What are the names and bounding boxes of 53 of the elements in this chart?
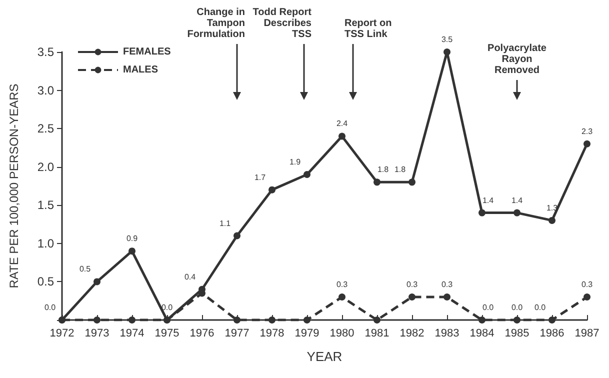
data-label: 0.3 — [441, 280, 454, 290]
x-axis-title: YEAR — [306, 349, 342, 364]
ref-line-label: Report on TSS Link — [344, 18, 393, 40]
x-tick-label: 1985 — [504, 328, 530, 340]
y-tick-label: 2.0 — [37, 160, 54, 174]
y-tick-label: 1.0 — [37, 236, 54, 250]
data-label: 0.3 — [406, 280, 418, 290]
y-tick-label: 3.0 — [37, 83, 54, 98]
data-label: 3.5 — [441, 35, 454, 44]
data-label: 0.0 — [511, 303, 524, 312]
legend-label: FEMALES — [123, 46, 172, 58]
x-tick-label: 1982 — [400, 328, 424, 340]
x-tick-label: 1979 — [294, 328, 320, 340]
x-tick-label: 1975 — [154, 328, 180, 340]
data-label: 1.8 — [377, 165, 390, 174]
ref-line-label: Todd Report Describes TSS — [252, 7, 312, 40]
x-tick-label: 1981 — [364, 328, 390, 340]
data-label: 1.4 — [482, 196, 494, 205]
data-label: 1.9 — [289, 158, 302, 167]
data-label: 0.5 — [79, 264, 92, 274]
x-tick-label: 1980 — [330, 328, 354, 340]
data-label: 1.8 — [394, 165, 406, 174]
ref-line-label: Change in Tampon Formulation — [186, 7, 245, 40]
data-label: 2.3 — [581, 126, 594, 136]
x-tick-label: 1987 — [574, 328, 600, 340]
data-label: 1.7 — [254, 172, 266, 182]
x-tick-label: 1984 — [470, 328, 494, 340]
x-tick-label: 1977 — [224, 328, 250, 340]
data-label: 2.4 — [336, 119, 348, 128]
data-label: 0.0 — [534, 303, 546, 312]
x-tick-label: 1976 — [190, 328, 214, 340]
y-tick-label: 0.5 — [37, 274, 54, 289]
data-label: 1.4 — [511, 196, 524, 205]
legend-label: MALES — [123, 64, 158, 76]
y-axis-title: RATE PER 100,000 PERSON-YEARS — [7, 84, 21, 288]
x-tick-label: 1983 — [434, 328, 460, 340]
data-label: 1.1 — [219, 218, 232, 228]
data-label: 0.0 — [44, 303, 56, 312]
data-label: 0.3 — [581, 280, 594, 290]
data-label: 0.0 — [161, 303, 174, 312]
x-tick-label: 1972 — [50, 328, 74, 340]
data-label: 0.3 — [336, 280, 348, 290]
data-label: 0.4 — [184, 272, 196, 282]
data-label: 0.0 — [482, 303, 494, 312]
x-tick-label: 1974 — [120, 328, 144, 340]
x-tick-label: 1973 — [84, 328, 110, 340]
y-tick-label: 1.5 — [37, 198, 54, 212]
ref-line-label: Polyacrylate Rayon Removed — [486, 43, 548, 76]
data-label: 0.9 — [126, 234, 138, 244]
x-tick-label: 1978 — [260, 328, 284, 340]
x-tick-label: 1986 — [540, 328, 564, 340]
y-tick-label: 3.5 — [37, 45, 54, 59]
y-tick-label: 2.5 — [37, 122, 54, 136]
